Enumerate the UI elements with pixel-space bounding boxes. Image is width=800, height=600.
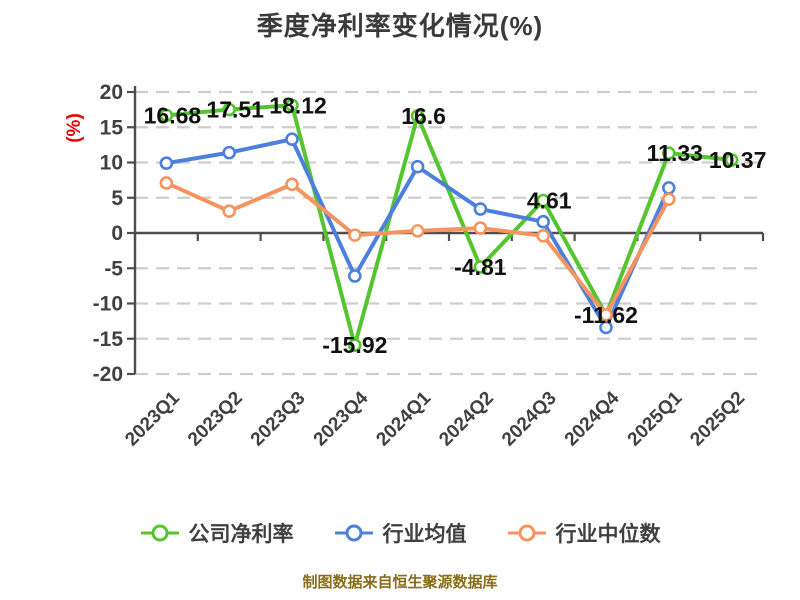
data-point-series-0 bbox=[222, 102, 236, 117]
data-point-series-1 bbox=[473, 202, 488, 216]
x-tick-label: 2023Q2 bbox=[184, 388, 247, 451]
value-label: 18.12 bbox=[269, 92, 327, 118]
data-point-series-2 bbox=[410, 224, 425, 238]
value-label: -4.81 bbox=[454, 254, 507, 280]
value-label: -11.62 bbox=[574, 302, 638, 328]
data-point-series-1 bbox=[410, 159, 425, 174]
value-label: 17.51 bbox=[206, 97, 264, 123]
data-point-series-1 bbox=[536, 214, 551, 229]
data-point-series-0 bbox=[410, 109, 425, 123]
legend-marker-industry-median-icon bbox=[507, 524, 546, 542]
y-tick-label: 5 bbox=[111, 187, 123, 210]
data-point-series-0 bbox=[347, 338, 362, 353]
legend-marker-company-icon bbox=[140, 524, 179, 542]
footer-note: 制图数据来自恒生聚源数据库 bbox=[302, 574, 498, 591]
y-tick-label: -15 bbox=[93, 328, 124, 351]
legend: 公司净利率 行业均值 行业中位数 bbox=[0, 518, 800, 548]
x-tick-label: 2025Q1 bbox=[624, 387, 687, 450]
y-tick-label: -20 bbox=[93, 363, 123, 386]
plot-area: 20 15 10 5 0 -5 -10 -15 -20 (%) 2023Q1 2023Q2 2023Q3… bbox=[64, 81, 767, 451]
data-point-series-0 bbox=[285, 98, 299, 113]
data-point-series-2 bbox=[347, 228, 362, 242]
data-point-series-2 bbox=[599, 307, 613, 322]
data-point-series-0 bbox=[536, 193, 551, 208]
data-point-series-2 bbox=[159, 176, 174, 190]
chart-title: 季度净利率变化情况(%) bbox=[256, 11, 544, 41]
legend-item-company[interactable]: 公司净利率 bbox=[140, 518, 294, 548]
data-point-series-0 bbox=[473, 260, 488, 274]
data-point-series-0 bbox=[159, 108, 174, 123]
data-point-series-0 bbox=[724, 153, 739, 167]
x-tick-label: 2024Q3 bbox=[498, 388, 561, 451]
data-point-series-0 bbox=[661, 146, 676, 160]
y-tick-label: 20 bbox=[100, 81, 123, 104]
x-tick-label: 2023Q4 bbox=[310, 387, 373, 450]
x-tick-label: 2024Q1 bbox=[372, 387, 435, 450]
x-tick-label: 2024Q4 bbox=[561, 387, 624, 450]
legend-label-industry-avg: 行业均值 bbox=[382, 523, 467, 546]
legend-item-industry-median[interactable]: 行业中位数 bbox=[507, 518, 661, 548]
legend-label-company: 公司净利率 bbox=[188, 523, 294, 546]
data-point-series-1 bbox=[285, 132, 299, 147]
value-label: -15.92 bbox=[322, 332, 387, 358]
data-point-series-2 bbox=[222, 204, 236, 218]
data-point-series-2 bbox=[473, 221, 488, 235]
value-label: 11.33 bbox=[647, 140, 703, 166]
value-label: 16.6 bbox=[401, 103, 446, 129]
data-point-series-2 bbox=[285, 177, 299, 192]
data-point-series-1 bbox=[159, 156, 174, 171]
value-label: 10.37 bbox=[709, 147, 767, 173]
data-point-series-1 bbox=[222, 145, 236, 160]
data-point-series-1 bbox=[661, 181, 676, 195]
data-point-series-2 bbox=[536, 229, 551, 243]
legend-marker-industry-avg-icon bbox=[334, 524, 373, 542]
y-tick-label: 10 bbox=[100, 152, 123, 175]
value-label: 4.61 bbox=[527, 187, 572, 213]
value-label: 16.68 bbox=[144, 102, 202, 128]
data-point-series-1 bbox=[347, 269, 362, 283]
data-point-series-2 bbox=[661, 192, 676, 206]
y-tick-label: -5 bbox=[104, 257, 123, 280]
y-axis-unit-label: (%) bbox=[64, 113, 85, 143]
series-line-0 bbox=[164, 103, 734, 348]
x-tick-label: 2023Q1 bbox=[121, 387, 184, 450]
x-tick-label: 2024Q2 bbox=[435, 388, 498, 451]
legend-label-industry-median: 行业中位数 bbox=[555, 523, 661, 546]
legend-item-industry-avg[interactable]: 行业均值 bbox=[334, 518, 467, 548]
x-tick-label: 2025Q2 bbox=[686, 388, 749, 451]
y-tick-label: 0 bbox=[111, 222, 123, 245]
y-tick-label: -10 bbox=[93, 293, 123, 316]
x-tick-label: 2023Q3 bbox=[247, 388, 310, 451]
y-tick-label: 15 bbox=[100, 116, 124, 139]
data-point-series-1 bbox=[599, 320, 613, 335]
